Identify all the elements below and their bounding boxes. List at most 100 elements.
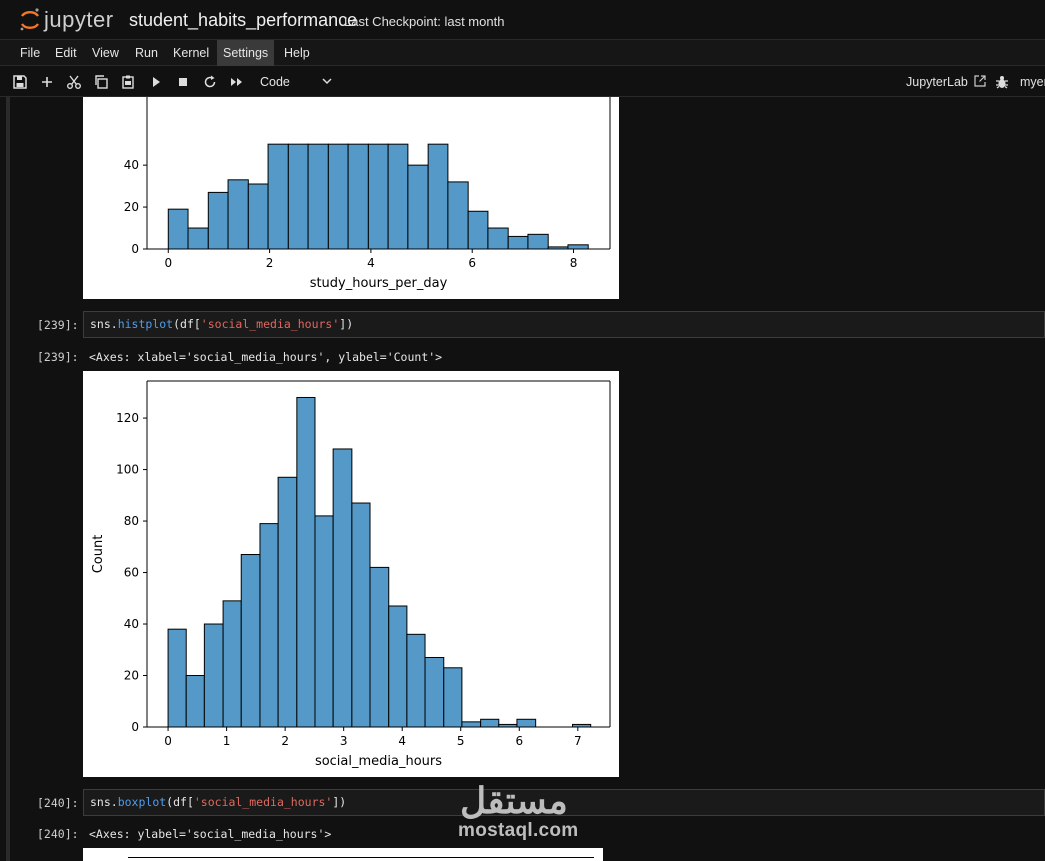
code-editor[interactable]: sns.histplot(df['social_media_hours'])	[83, 311, 1045, 338]
histogram-bar	[447, 181, 469, 249]
output-text: <Axes: xlabel='social_media_hours', ylab…	[89, 350, 443, 364]
restart-icon[interactable]	[202, 74, 218, 90]
jupyter-logo-icon[interactable]	[18, 7, 42, 33]
y-tick-label: 0	[131, 242, 139, 256]
menu-help[interactable]: Help	[284, 46, 310, 60]
menu-settings[interactable]: Settings	[217, 40, 275, 66]
top-bar: jupyter student_habits_performance Last …	[0, 0, 1045, 40]
input-prompt: [239]:	[37, 318, 79, 332]
histogram-bar	[167, 208, 189, 249]
histogram-bar	[247, 183, 269, 249]
output-text: <Axes: ylabel='social_media_hours'>	[89, 827, 332, 841]
watermark: مستقل mostaql.com	[458, 780, 588, 850]
fast-forward-icon[interactable]	[229, 74, 245, 90]
menu-file[interactable]: File	[20, 46, 41, 60]
add-icon[interactable]	[39, 74, 55, 90]
histogram-bar	[351, 502, 371, 727]
x-tick-label: 1	[223, 734, 231, 748]
histogram-bar	[307, 143, 329, 249]
histogram-bar	[507, 235, 529, 249]
histogram-bar	[516, 718, 537, 727]
notebook-title[interactable]: student_habits_performance	[129, 10, 358, 30]
histogram-bar	[527, 233, 549, 249]
study-hours-histogram-chart: 0 2 4 6 8 0 20 40 study_hours_per_day	[124, 97, 611, 291]
menu-view[interactable]: View	[92, 46, 119, 60]
save-icon[interactable]	[12, 74, 28, 90]
x-axis-label: social_media_hours	[315, 754, 442, 769]
histogram-bar	[185, 675, 205, 727]
histogram-bar	[388, 605, 408, 727]
external-link-icon	[974, 75, 986, 87]
menu-edit[interactable]: Edit	[55, 46, 77, 60]
debugger-bug-icon[interactable]	[994, 74, 1010, 90]
jupyterlab-label: JupyterLab	[906, 75, 968, 89]
x-tick-label: 0	[164, 256, 172, 270]
cut-icon[interactable]	[66, 74, 82, 90]
watermark-latin: mostaql.com	[458, 820, 579, 841]
code-token: ])	[332, 795, 347, 809]
jupyter-logo-text: jupyter	[44, 7, 114, 32]
code-token-string: 'social_media_hours'	[193, 795, 333, 809]
code-editor[interactable]: sns.boxplot(df['social_media_hours'])	[83, 789, 1045, 816]
histogram-bar	[167, 628, 187, 727]
y-axis-label: Count	[91, 535, 106, 574]
input-prompt: [240]:	[37, 796, 79, 810]
y-tick-label: 120	[116, 411, 139, 425]
code-token-function: histplot	[117, 317, 174, 331]
histogram-bar	[461, 721, 482, 727]
histogram-bar	[367, 143, 389, 249]
code-token-string: 'social_media_hours'	[200, 317, 340, 331]
histogram-bar	[207, 191, 229, 249]
x-tick-label: 4	[398, 734, 406, 748]
histogram-bar	[407, 164, 429, 249]
x-tick-label: 3	[340, 734, 348, 748]
histogram-bar	[347, 143, 369, 249]
checkpoint-status: Last Checkpoint: last month	[344, 14, 505, 29]
run-icon[interactable]	[148, 74, 164, 90]
y-tick-label: 40	[124, 158, 139, 172]
code-token-function: boxplot	[117, 795, 167, 809]
x-tick-label: 2	[281, 734, 289, 748]
histogram-bar	[387, 143, 409, 249]
kernel-name[interactable]: myen	[1020, 75, 1045, 89]
x-tick-label: 2	[266, 256, 274, 270]
y-tick-label: 0	[131, 720, 139, 734]
stop-icon[interactable]	[175, 74, 191, 90]
histogram-bar	[480, 718, 500, 727]
output-image-boxplot	[83, 848, 603, 861]
histogram-bar	[467, 210, 489, 249]
social-media-hours-histogram-chart: 0 1 2 3 4 5 6 7 0 20 40 60 80 100 120 social_media_hour…	[91, 380, 611, 769]
histogram-bar	[369, 566, 390, 727]
cell-type-select[interactable]: Code	[260, 75, 290, 89]
histogram-bar	[327, 143, 349, 249]
x-tick-label: 8	[570, 256, 578, 270]
histogram-bar	[314, 515, 334, 727]
code-token: sns.	[90, 795, 118, 809]
code-token: (df[	[173, 317, 201, 331]
copy-icon[interactable]	[93, 74, 109, 90]
y-tick-label: 100	[116, 463, 139, 477]
notebook-toolbar: Code JupyterLab myen	[0, 67, 1045, 97]
histogram-bar	[487, 227, 509, 249]
plot-axes-frame	[128, 857, 594, 858]
menu-run[interactable]: Run	[135, 46, 158, 60]
notebook-area[interactable]: 0 2 4 6 8 0 20 40 study_hours_per_day [239]: sns…	[0, 97, 1045, 861]
x-axis-label: study_hours_per_day	[310, 276, 448, 291]
output-image-social-media-histogram: 0 1 2 3 4 5 6 7 0 20 40 60 80 100 120 social_media_hour…	[83, 371, 619, 777]
y-tick-label: 40	[124, 617, 139, 631]
chevron-down-icon[interactable]	[322, 76, 332, 86]
histogram-bar	[187, 227, 209, 249]
histogram-bar	[203, 623, 224, 727]
histogram-bar	[427, 143, 449, 249]
y-tick-label: 60	[124, 566, 139, 580]
histogram-bar	[222, 600, 242, 727]
output-prompt: [240]:	[37, 827, 79, 841]
paste-icon[interactable]	[120, 74, 136, 90]
x-tick-label: 6	[468, 256, 476, 270]
histogram-bar	[443, 667, 463, 727]
jupyterlab-link[interactable]: JupyterLab	[906, 75, 986, 89]
histogram-bar	[227, 179, 249, 249]
output-image-study-hours-histogram: 0 2 4 6 8 0 20 40 study_hours_per_day	[83, 97, 619, 299]
menu-kernel[interactable]: Kernel	[173, 46, 210, 60]
cell-collapser[interactable]	[6, 97, 10, 861]
